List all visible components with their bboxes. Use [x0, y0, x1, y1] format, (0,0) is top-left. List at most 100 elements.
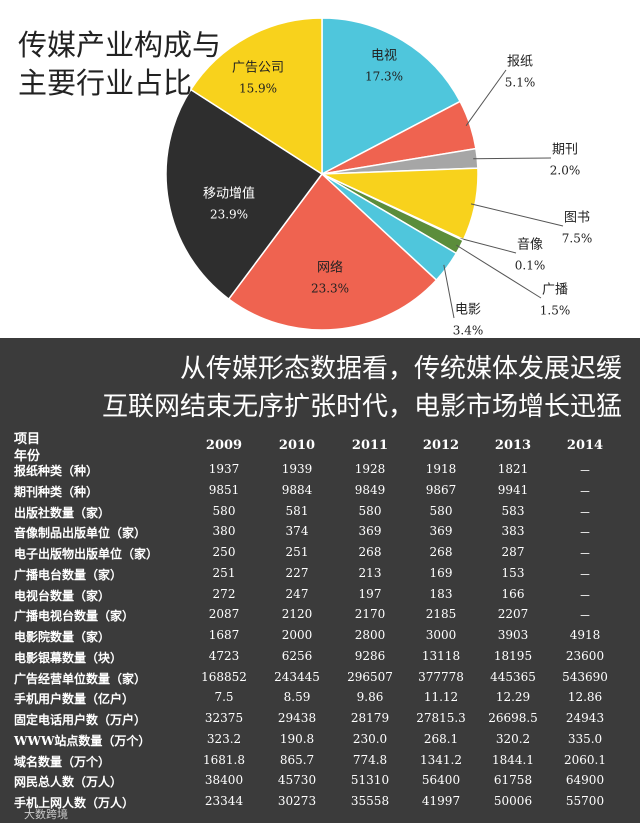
table-cell: 2087 [208, 607, 240, 622]
table-cell: － [578, 505, 592, 520]
row-label: 电视台数量（家） [14, 588, 111, 603]
table-cell: 2060.1 [564, 752, 606, 767]
table-cell: 2207 [497, 607, 529, 622]
table-cell: 268 [429, 545, 453, 559]
row-label: 电子出版物出版单位（家） [14, 547, 159, 561]
slice-value-label: 5.1% [505, 76, 536, 90]
row-label: 域名数量（万个） [14, 754, 111, 769]
table-cell: 227 [285, 565, 309, 580]
slice-label: 音像 [517, 237, 543, 253]
slice-label: 期刊 [552, 143, 578, 158]
table-cell: 580 [358, 503, 382, 518]
leader-line [473, 157, 552, 160]
table-cell: 1939 [281, 462, 313, 476]
table-cell: － [578, 567, 592, 582]
leader-line [470, 203, 564, 227]
chart-title: 传媒产业构成与主要行业占比 [18, 28, 222, 100]
year-header: 2014 [566, 438, 604, 453]
row-label: 固定电话用户数（万户） [14, 713, 147, 727]
table-cell: 35558 [350, 794, 390, 808]
table-cell: 1937 [208, 462, 240, 476]
table-cell: 51310 [350, 773, 390, 788]
table-cell: 1928 [354, 462, 386, 476]
row-label: 广播电视台数量（家） [14, 609, 135, 624]
table-cell: 61758 [493, 773, 533, 788]
table-cell: 64900 [565, 773, 605, 788]
table-cell: 1341.2 [420, 752, 462, 767]
table-cell: 11.12 [423, 690, 459, 705]
table-cell: － [578, 464, 592, 478]
table-cell: 18195 [493, 648, 533, 663]
slice-value-label: 15.9% [239, 82, 277, 96]
table-cell: 2170 [354, 607, 386, 622]
table-cell: 23344 [204, 794, 244, 808]
table-cell: 543690 [562, 669, 608, 684]
table-cell: 580 [212, 503, 236, 518]
year-header: 2009 [205, 438, 243, 453]
table-cell: 374 [285, 524, 309, 539]
table-cell: 166 [501, 586, 525, 601]
table-cell: 9849 [354, 482, 386, 497]
table-cell: 250 [212, 545, 236, 559]
table-cell: － [578, 526, 592, 541]
slice-label: 广播 [542, 283, 568, 298]
watermark: 大数跨境 [24, 808, 68, 821]
table-cell: 12.86 [567, 690, 603, 705]
row-label: 手机上网人数（万人） [14, 796, 135, 810]
table-cell: 9851 [208, 482, 240, 497]
table-cell: 56400 [421, 773, 461, 788]
slice-label: 电影 [455, 303, 481, 318]
table-cell: 41997 [421, 794, 461, 808]
table-cell: 287 [501, 545, 525, 559]
table-cell: 1681.8 [203, 752, 245, 767]
table-cell: 197 [358, 586, 382, 601]
table-cell: 3903 [497, 628, 529, 642]
headline: 互联网结束无序扩张时代，电影市场增长迅猛 [101, 392, 622, 422]
table-cell: 251 [285, 545, 309, 559]
year-header: 2012 [422, 438, 460, 453]
table-cell: 865.7 [279, 752, 315, 767]
table-cell: 296507 [347, 669, 393, 684]
leader-line [465, 69, 507, 126]
table-cell: － [578, 609, 592, 624]
table-cell: 320.2 [495, 731, 531, 746]
table-cell: 580 [429, 503, 453, 518]
table-corner: 年份 [14, 449, 41, 464]
slice-label: 广告公司 [232, 61, 284, 76]
leader-line [443, 264, 455, 319]
table-cell: 190.8 [279, 731, 315, 746]
table-cell: 9.86 [356, 690, 384, 705]
row-label: WWW站点数量（万个） [14, 733, 151, 748]
slice-label: 报纸 [507, 55, 533, 70]
slice-value-label: 2.0% [550, 164, 581, 178]
slice-value-label: 3.4% [453, 324, 484, 338]
table-cell: 213 [358, 565, 382, 580]
slice-value-label: 23.9% [210, 208, 248, 222]
table-cell: 12.29 [495, 690, 531, 705]
table-corner: 项目 [14, 432, 41, 447]
row-label: 广告经营单位数量（家） [14, 671, 147, 686]
slice-label: 移动增值 [203, 186, 255, 202]
table-cell: 247 [285, 586, 309, 601]
table-cell: 9884 [281, 482, 313, 497]
leader-line [459, 237, 517, 254]
table-cell: 13118 [421, 648, 461, 663]
row-label: 出版社数量（家） [14, 505, 111, 520]
table-cell: 183 [429, 586, 453, 601]
table-cell: 153 [501, 565, 525, 580]
table-cell: 6256 [281, 648, 313, 663]
table-cell: 29438 [277, 711, 317, 725]
slice-value-label: 17.3% [365, 70, 403, 84]
row-label: 电影院数量（家） [14, 630, 111, 644]
pie-chart: 电视 17.3% 报纸 5.1% 期刊 2.0% 图书 7.5% 音像 0.1% 广播 1.5% 电影 3… [165, 17, 592, 338]
row-label: 网民总人数（万人） [14, 775, 123, 790]
year-header: 2011 [351, 438, 389, 453]
table-cell: 268.1 [423, 731, 459, 746]
slice-value-label: 0.1% [515, 259, 546, 273]
row-label: 音像制品出版单位（家） [14, 526, 147, 541]
table-cell: 8.59 [283, 690, 311, 705]
pie-slice [321, 17, 462, 176]
table-cell: 272 [212, 586, 236, 601]
table-cell: 323.2 [206, 731, 242, 746]
